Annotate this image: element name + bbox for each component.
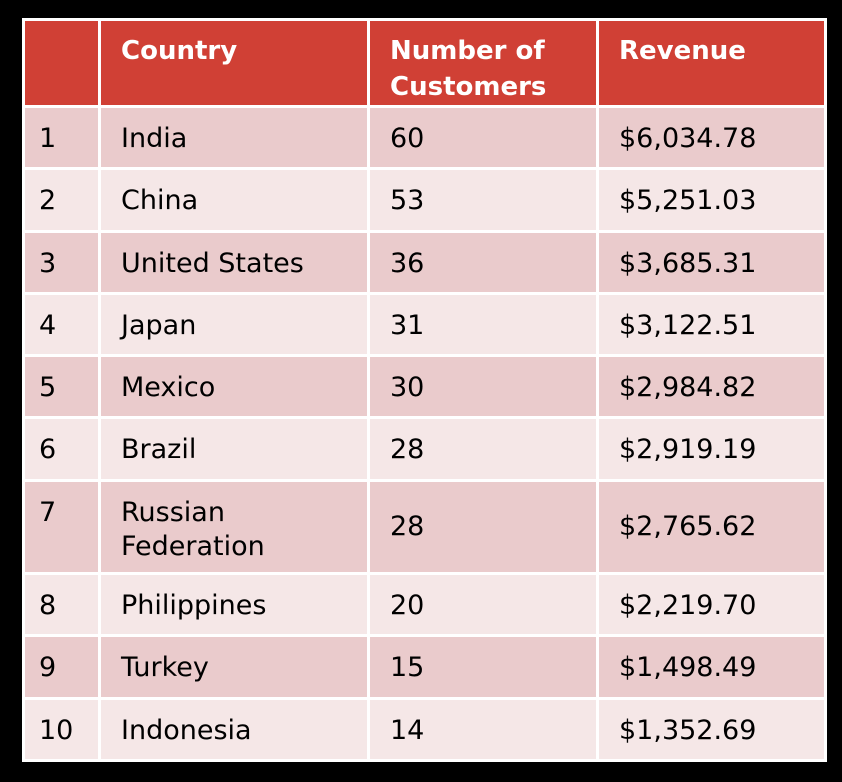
header-row: Country Number of Customers Revenue xyxy=(22,18,827,108)
country-cell: Brazil xyxy=(98,416,370,482)
customer-revenue-table: Country Number of Customers Revenue 1 In… xyxy=(22,18,827,763)
rank-cell: 6 xyxy=(22,416,101,482)
rank-cell: 8 xyxy=(22,572,101,638)
country-cell: India xyxy=(98,104,370,171)
header-country: Country xyxy=(98,18,370,108)
table-row: 10 Indonesia 14 $1,352.69 xyxy=(22,696,827,763)
revenue-cell: $2,219.70 xyxy=(596,572,827,638)
customers-cell: 15 xyxy=(367,634,599,700)
header-customers: Number of Customers xyxy=(367,18,599,108)
table-row: 8 Philippines 20 $2,219.70 xyxy=(22,572,827,638)
country-cell: Indonesia xyxy=(98,696,370,763)
country-cell: Russian Federation xyxy=(98,478,370,576)
rank-cell: 2 xyxy=(22,167,101,233)
table-row: 1 India 60 $6,034.78 xyxy=(22,104,827,171)
country-cell: United States xyxy=(98,229,370,295)
customers-cell: 60 xyxy=(367,104,599,171)
customers-cell: 30 xyxy=(367,354,599,420)
rank-cell: 5 xyxy=(22,354,101,420)
customers-cell: 28 xyxy=(367,478,599,576)
customers-cell: 36 xyxy=(367,229,599,295)
table-row: 4 Japan 31 $3,122.51 xyxy=(22,291,827,358)
customer-revenue-table-frame: Country Number of Customers Revenue 1 In… xyxy=(22,18,827,763)
header-rank xyxy=(22,18,101,108)
table-row: 3 United States 36 $3,685.31 xyxy=(22,229,827,295)
revenue-cell: $3,122.51 xyxy=(596,291,827,358)
customers-cell: 53 xyxy=(367,167,599,233)
rank-cell: 4 xyxy=(22,291,101,358)
rank-cell: 7 xyxy=(22,478,101,576)
table-row: 6 Brazil 28 $2,919.19 xyxy=(22,416,827,482)
revenue-cell: $6,034.78 xyxy=(596,104,827,171)
country-cell: Japan xyxy=(98,291,370,358)
customers-cell: 31 xyxy=(367,291,599,358)
revenue-cell: $2,765.62 xyxy=(596,478,827,576)
revenue-cell: $5,251.03 xyxy=(596,167,827,233)
rank-cell: 3 xyxy=(22,229,101,295)
country-cell: Turkey xyxy=(98,634,370,700)
country-cell: China xyxy=(98,167,370,233)
revenue-cell: $3,685.31 xyxy=(596,229,827,295)
header-revenue: Revenue xyxy=(596,18,827,108)
customers-cell: 20 xyxy=(367,572,599,638)
table-row: 7 Russian Federation 28 $2,765.62 xyxy=(22,478,827,576)
revenue-cell: $2,919.19 xyxy=(596,416,827,482)
rank-cell: 10 xyxy=(22,696,101,763)
revenue-cell: $2,984.82 xyxy=(596,354,827,420)
customers-cell: 14 xyxy=(367,696,599,763)
table-row: 9 Turkey 15 $1,498.49 xyxy=(22,634,827,700)
rank-cell: 1 xyxy=(22,104,101,171)
revenue-cell: $1,352.69 xyxy=(596,696,827,763)
rank-cell: 9 xyxy=(22,634,101,700)
table-row: 5 Mexico 30 $2,984.82 xyxy=(22,354,827,420)
revenue-cell: $1,498.49 xyxy=(596,634,827,700)
country-cell: Philippines xyxy=(98,572,370,638)
country-cell: Mexico xyxy=(98,354,370,420)
table-row: 2 China 53 $5,251.03 xyxy=(22,167,827,233)
customers-cell: 28 xyxy=(367,416,599,482)
